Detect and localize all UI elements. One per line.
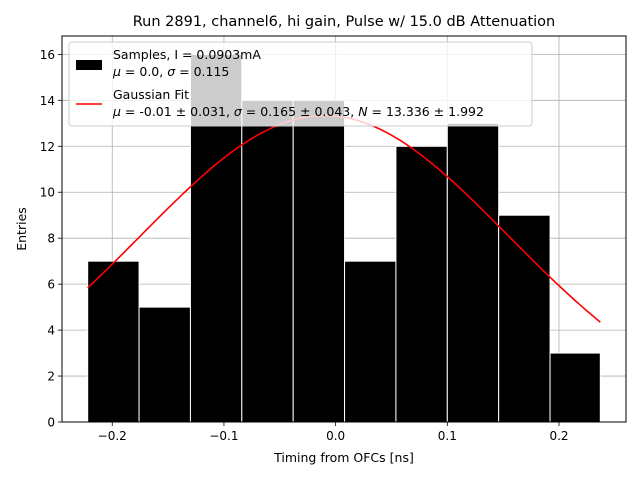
y-axis-label: Entries [14, 207, 29, 251]
x-tick-label-2: 0.0 [326, 429, 345, 443]
histogram-bar-3 [241, 99, 294, 423]
x-tick-label-1: −0.1 [209, 429, 238, 443]
x-tick-label-0: −0.2 [98, 429, 127, 443]
histogram-bar-4 [292, 99, 346, 423]
x-tick-label-4: 0.2 [549, 429, 568, 443]
y-tick-label-2: 4 [47, 324, 55, 338]
legend-box [68, 41, 533, 127]
legend-fit-sigma: 0.165 ± 0.043 [260, 104, 350, 119]
histogram-bar-1 [138, 306, 191, 423]
histogram-bar-9 [549, 352, 601, 423]
plot-frame [61, 35, 627, 423]
histogram-bar-0 [87, 260, 140, 423]
y-tick-label-1: 2 [47, 370, 55, 384]
y-tick-label-0: 0 [47, 416, 55, 430]
histogram-bar-8 [498, 214, 551, 423]
legend: Samples, I = 0.0903mA μ = 0.0, σ = 0.115… [68, 41, 533, 127]
legend-fit-stats: μ = -0.01 ± 0.031, σ = 0.165 ± 0.043, N … [112, 104, 484, 119]
y-axis-ticks: 0 2 4 6 8 10 12 14 16 [40, 48, 62, 430]
legend-samples-sigma: 0.115 [194, 64, 230, 79]
y-tick-label-8: 16 [40, 48, 55, 62]
histogram-bar-7 [446, 122, 500, 423]
legend-samples-swatch [76, 60, 102, 70]
legend-fit-label: Gaussian Fit [113, 87, 189, 102]
y-tick-label-4: 8 [47, 232, 55, 246]
histogram-bar-5 [344, 260, 397, 423]
legend-fit-mu: -0.01 ± 0.031 [139, 104, 226, 119]
legend-samples-mu: 0.0 [139, 64, 159, 79]
y-tick-label-7: 14 [40, 94, 55, 108]
legend-fit-line1: Gaussian Fit [113, 87, 189, 102]
y-tick-label-3: 6 [47, 278, 55, 292]
chart-title: Run 2891, channel6, hi gain, Pulse w/ 15… [133, 14, 556, 30]
legend-samples-line1: Samples, I = 0.0903mA [113, 47, 261, 62]
y-tick-label-6: 12 [40, 140, 55, 154]
x-axis-ticks: −0.2 −0.1 0.0 0.1 0.2 [98, 422, 569, 443]
histogram-bar-6 [395, 145, 448, 423]
x-tick-label-3: 0.1 [438, 429, 457, 443]
x-axis-label: Timing from OFCs [ns] [273, 450, 414, 465]
y-tick-label-5: 10 [40, 186, 55, 200]
legend-samples-label: Samples, I = 0.0903mA [113, 47, 261, 62]
legend-fit-n: 13.336 ± 1.992 [386, 104, 484, 119]
legend-samples-stats: μ = 0.0, σ = 0.115 [112, 64, 229, 79]
